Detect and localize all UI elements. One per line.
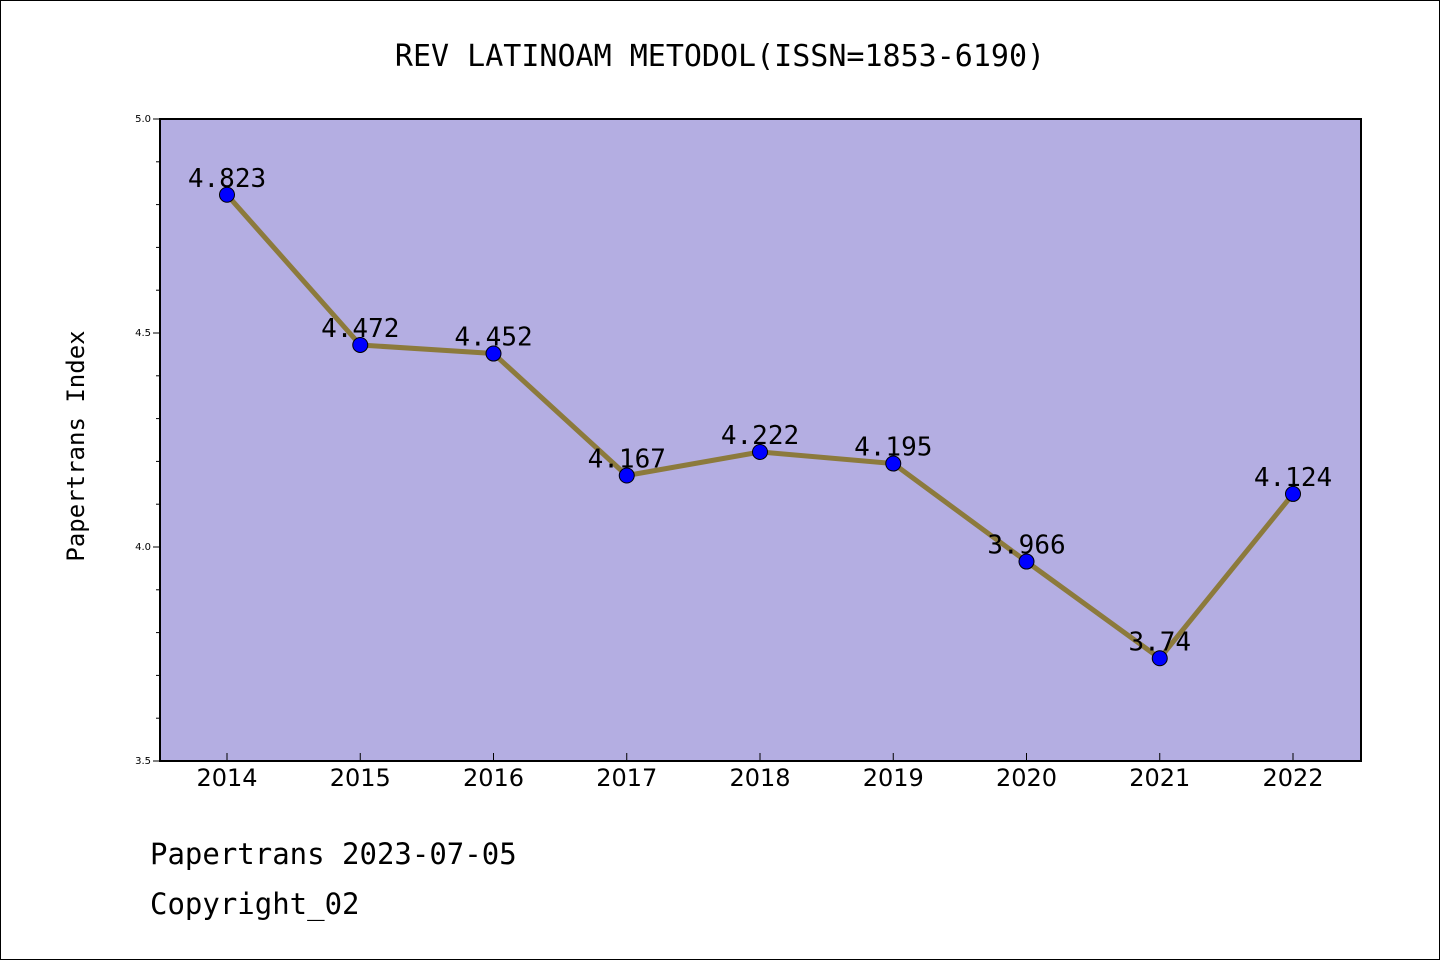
data-label: 4.195 xyxy=(854,433,932,463)
data-point xyxy=(1151,650,1168,667)
x-tick-label: 2017 xyxy=(596,764,657,792)
footer-copyright: Copyright_02 xyxy=(150,887,360,922)
x-tick-label: 2016 xyxy=(463,764,524,792)
y-tick-label: 3.5 xyxy=(135,756,151,767)
data-markers xyxy=(219,186,1301,667)
y-minor-ticks xyxy=(156,161,160,719)
data-label: 3.966 xyxy=(987,531,1065,561)
y-axis-ticks: 3.5 4.0 4.5 5.0 xyxy=(135,114,160,767)
y-axis-label: Papertrans Index xyxy=(62,330,90,561)
data-point xyxy=(1018,553,1035,570)
data-label: 4.222 xyxy=(721,421,799,451)
x-tick-label: 2014 xyxy=(196,764,257,792)
x-tick-label: 2020 xyxy=(996,764,1057,792)
y-tick-label: 4.5 xyxy=(135,328,151,339)
y-tick-label: 4.0 xyxy=(135,542,151,553)
data-point xyxy=(485,345,502,362)
data-point xyxy=(752,443,768,460)
data-label: 4.124 xyxy=(1254,463,1332,493)
x-tick-label: 2021 xyxy=(1129,764,1190,792)
x-tick-label: 2015 xyxy=(330,764,391,792)
data-labels: 4.823 4.472 4.452 4.167 4.222 4.195 3.966 3.74 4… xyxy=(188,164,1332,658)
data-point xyxy=(618,467,635,484)
data-point xyxy=(219,186,235,203)
chart-title: REV LATINOAM METODOL(ISSN=1853-6190) xyxy=(395,39,1045,74)
x-axis-ticks: 2014 2015 2016 2017 2018 2019 2020 2021 2022 xyxy=(196,753,1324,792)
x-tick-label: 2019 xyxy=(863,764,924,792)
data-point xyxy=(1285,485,1301,502)
data-label: 3.74 xyxy=(1128,627,1191,657)
footer-date: Papertrans 2023-07-05 xyxy=(150,837,517,871)
data-label: 4.472 xyxy=(321,314,399,344)
x-tick-label: 2022 xyxy=(1262,764,1323,792)
data-label: 4.823 xyxy=(188,164,266,194)
data-label: 4.452 xyxy=(454,323,532,353)
data-point xyxy=(352,336,369,353)
data-label: 4.167 xyxy=(588,445,666,475)
data-point xyxy=(885,455,902,472)
y-tick-label: 5.0 xyxy=(135,114,151,125)
x-tick-label: 2018 xyxy=(729,764,790,792)
